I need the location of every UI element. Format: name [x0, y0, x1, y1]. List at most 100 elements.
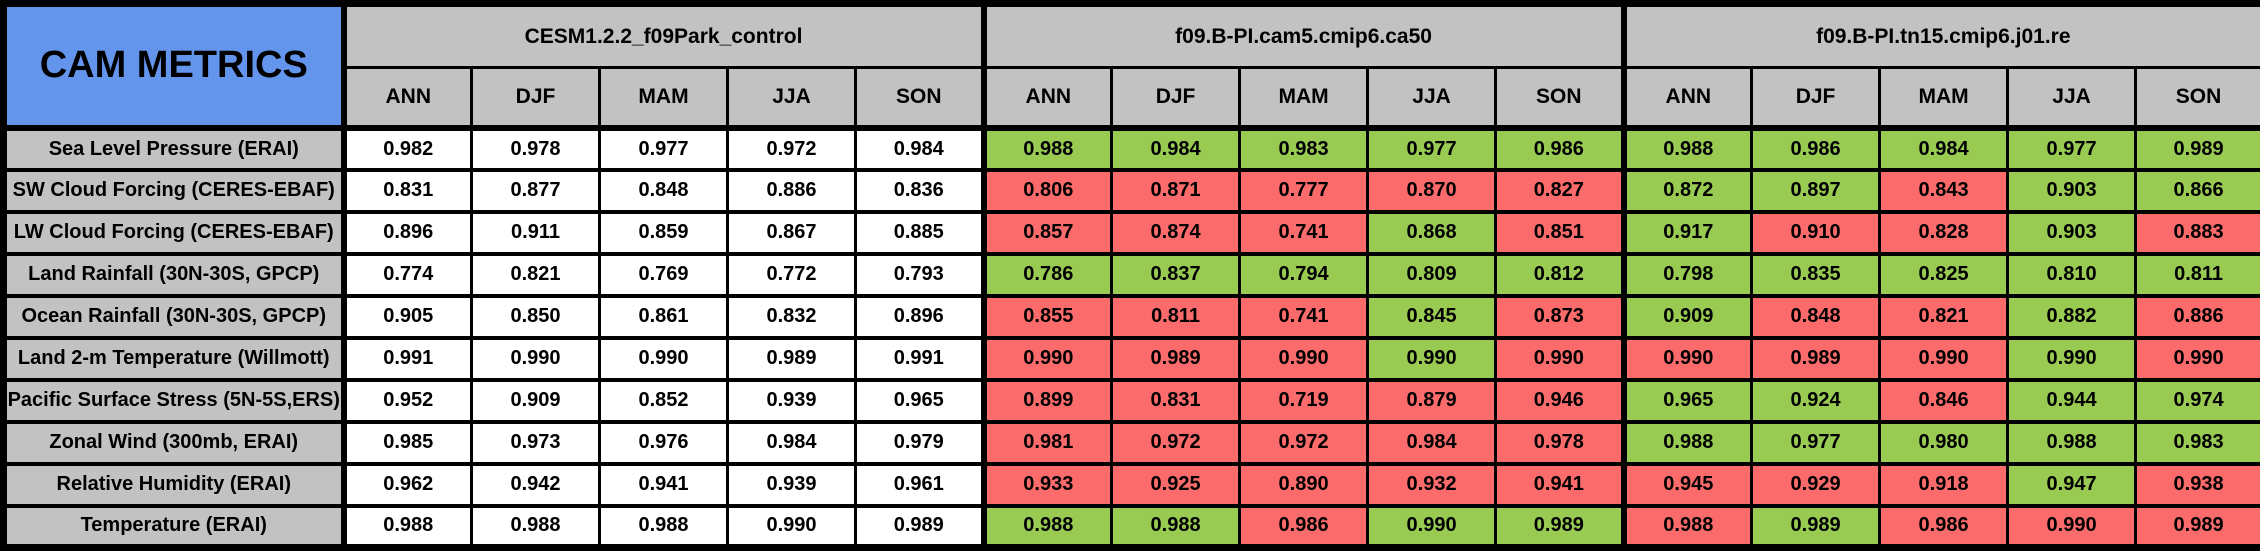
metric-value-cell: 0.990: [1620, 335, 1754, 382]
metric-value-cell: 0.989: [2134, 125, 2260, 172]
metric-value-cell: 0.990: [1366, 503, 1498, 550]
metric-value-cell: 0.986: [1238, 503, 1370, 550]
metric-value-cell: 0.979: [853, 419, 986, 466]
metric-value-cell: 0.933: [980, 461, 1114, 508]
metric-value-cell: 0.786: [980, 251, 1114, 298]
metric-value-cell: 0.812: [1494, 251, 1626, 298]
metric-value-cell: 0.986: [1750, 125, 1882, 172]
metric-value-cell: 0.925: [1110, 461, 1242, 508]
metric-value-cell: 0.769: [598, 251, 729, 298]
metric-label: LW Cloud Forcing (CERES-EBAF): [2, 209, 347, 256]
metric-value-cell: 0.821: [1878, 293, 2010, 340]
metric-value-cell: 0.909: [1620, 293, 1754, 340]
metric-value-cell: 0.872: [1620, 167, 1754, 214]
metric-value-cell: 0.897: [1750, 167, 1882, 214]
metric-label: Ocean Rainfall (30N-30S, GPCP): [2, 293, 347, 340]
metric-value-cell: 0.879: [1366, 377, 1498, 424]
metric-value-cell: 0.988: [470, 503, 601, 550]
metric-value-cell: 0.945: [1620, 461, 1754, 508]
season-header: DJF: [1110, 66, 1242, 131]
season-header: ANN: [980, 66, 1114, 131]
metric-value-cell: 0.972: [726, 125, 857, 172]
metric-value-cell: 0.855: [980, 293, 1114, 340]
metric-value-cell: 0.867: [726, 209, 857, 256]
metric-label: Pacific Surface Stress (5N-5S,ERS): [2, 377, 347, 424]
metric-value-cell: 0.846: [1878, 377, 2010, 424]
metric-value-cell: 0.974: [2134, 377, 2260, 424]
table-row: SW Cloud Forcing (CERES-EBAF) 0.831 0.877 0…: [2, 167, 2260, 214]
metric-value-cell: 0.885: [853, 209, 986, 256]
metric-value-cell: 0.990: [1366, 335, 1498, 382]
metric-value-cell: 0.827: [1494, 167, 1626, 214]
metric-value-cell: 0.988: [2006, 419, 2138, 466]
metric-value-cell: 0.989: [1494, 503, 1626, 550]
metric-value-cell: 0.909: [470, 377, 601, 424]
metric-value-cell: 0.794: [1238, 251, 1370, 298]
metric-value-cell: 0.821: [470, 251, 601, 298]
metric-label: SW Cloud Forcing (CERES-EBAF): [2, 167, 347, 214]
metric-value-cell: 0.939: [726, 377, 857, 424]
metric-value-cell: 0.831: [342, 167, 473, 214]
table-row: LW Cloud Forcing (CERES-EBAF) 0.896 0.911 0…: [2, 209, 2260, 256]
metric-value-cell: 0.886: [726, 167, 857, 214]
metric-value-cell: 0.806: [980, 167, 1114, 214]
metric-value-cell: 0.777: [1238, 167, 1370, 214]
metric-value-cell: 0.845: [1366, 293, 1498, 340]
metric-value-cell: 0.828: [1878, 209, 2010, 256]
metric-value-cell: 0.991: [853, 335, 986, 382]
metric-value-cell: 0.857: [980, 209, 1114, 256]
metric-value-cell: 0.896: [853, 293, 986, 340]
metric-value-cell: 0.988: [1620, 419, 1754, 466]
model-group-header: f09.B-PI.tn15.cmip6.j01.re: [1620, 2, 2260, 69]
season-header: SON: [2134, 66, 2260, 131]
season-header: JJA: [1366, 66, 1498, 131]
table-row: Sea Level Pressure (ERAI) 0.982 0.978 0.977…: [2, 125, 2260, 172]
metric-value-cell: 0.874: [1110, 209, 1242, 256]
metric-value-cell: 0.989: [1750, 335, 1882, 382]
metric-value-cell: 0.980: [1878, 419, 2010, 466]
metric-label: Zonal Wind (300mb, ERAI): [2, 419, 347, 466]
metric-value-cell: 0.985: [342, 419, 473, 466]
metric-value-cell: 0.988: [598, 503, 729, 550]
metric-value-cell: 0.988: [1620, 503, 1754, 550]
table-row: Relative Humidity (ERAI) 0.962 0.942 0.941 0…: [2, 461, 2260, 508]
metric-value-cell: 0.977: [1750, 419, 1882, 466]
metric-value-cell: 0.871: [1110, 167, 1242, 214]
metric-value-cell: 0.942: [470, 461, 601, 508]
metric-value-cell: 0.988: [1110, 503, 1242, 550]
metric-value-cell: 0.988: [342, 503, 473, 550]
metric-value-cell: 0.965: [1620, 377, 1754, 424]
metric-value-cell: 0.843: [1878, 167, 2010, 214]
table-body: Sea Level Pressure (ERAI) 0.982 0.978 0.977…: [2, 125, 2260, 550]
table-header: CAM METRICS CESM1.2.2_f09Park_control f09.…: [2, 2, 2260, 131]
metric-value-cell: 0.990: [726, 503, 857, 550]
metric-value-cell: 0.882: [2006, 293, 2138, 340]
metric-value-cell: 0.899: [980, 377, 1114, 424]
season-header: ANN: [1620, 66, 1754, 131]
metric-value-cell: 0.870: [1366, 167, 1498, 214]
model-group-header: f09.B-PI.cam5.cmip6.ca50: [980, 2, 1626, 69]
metric-value-cell: 0.947: [2006, 461, 2138, 508]
metric-value-cell: 0.961: [853, 461, 986, 508]
table-row: Land 2-m Temperature (Willmott) 0.991 0.99…: [2, 335, 2260, 382]
metric-value-cell: 0.877: [470, 167, 601, 214]
metric-value-cell: 0.896: [342, 209, 473, 256]
metric-value-cell: 0.811: [1110, 293, 1242, 340]
metric-value-cell: 0.990: [1494, 335, 1626, 382]
metric-value-cell: 0.990: [598, 335, 729, 382]
metric-value-cell: 0.835: [1750, 251, 1882, 298]
table-row: Land Rainfall (30N-30S, GPCP) 0.774 0.821 0…: [2, 251, 2260, 298]
season-header: DJF: [470, 66, 601, 131]
metric-value-cell: 0.984: [1878, 125, 2010, 172]
metric-value-cell: 0.988: [980, 125, 1114, 172]
metric-value-cell: 0.741: [1238, 293, 1370, 340]
season-header: JJA: [726, 66, 857, 131]
metric-value-cell: 0.986: [1494, 125, 1626, 172]
metric-value-cell: 0.868: [1366, 209, 1498, 256]
metric-value-cell: 0.984: [853, 125, 986, 172]
metric-label: Land Rainfall (30N-30S, GPCP): [2, 251, 347, 298]
metric-value-cell: 0.917: [1620, 209, 1754, 256]
metric-value-cell: 0.990: [980, 335, 1114, 382]
metric-value-cell: 0.793: [853, 251, 986, 298]
metric-value-cell: 0.962: [342, 461, 473, 508]
